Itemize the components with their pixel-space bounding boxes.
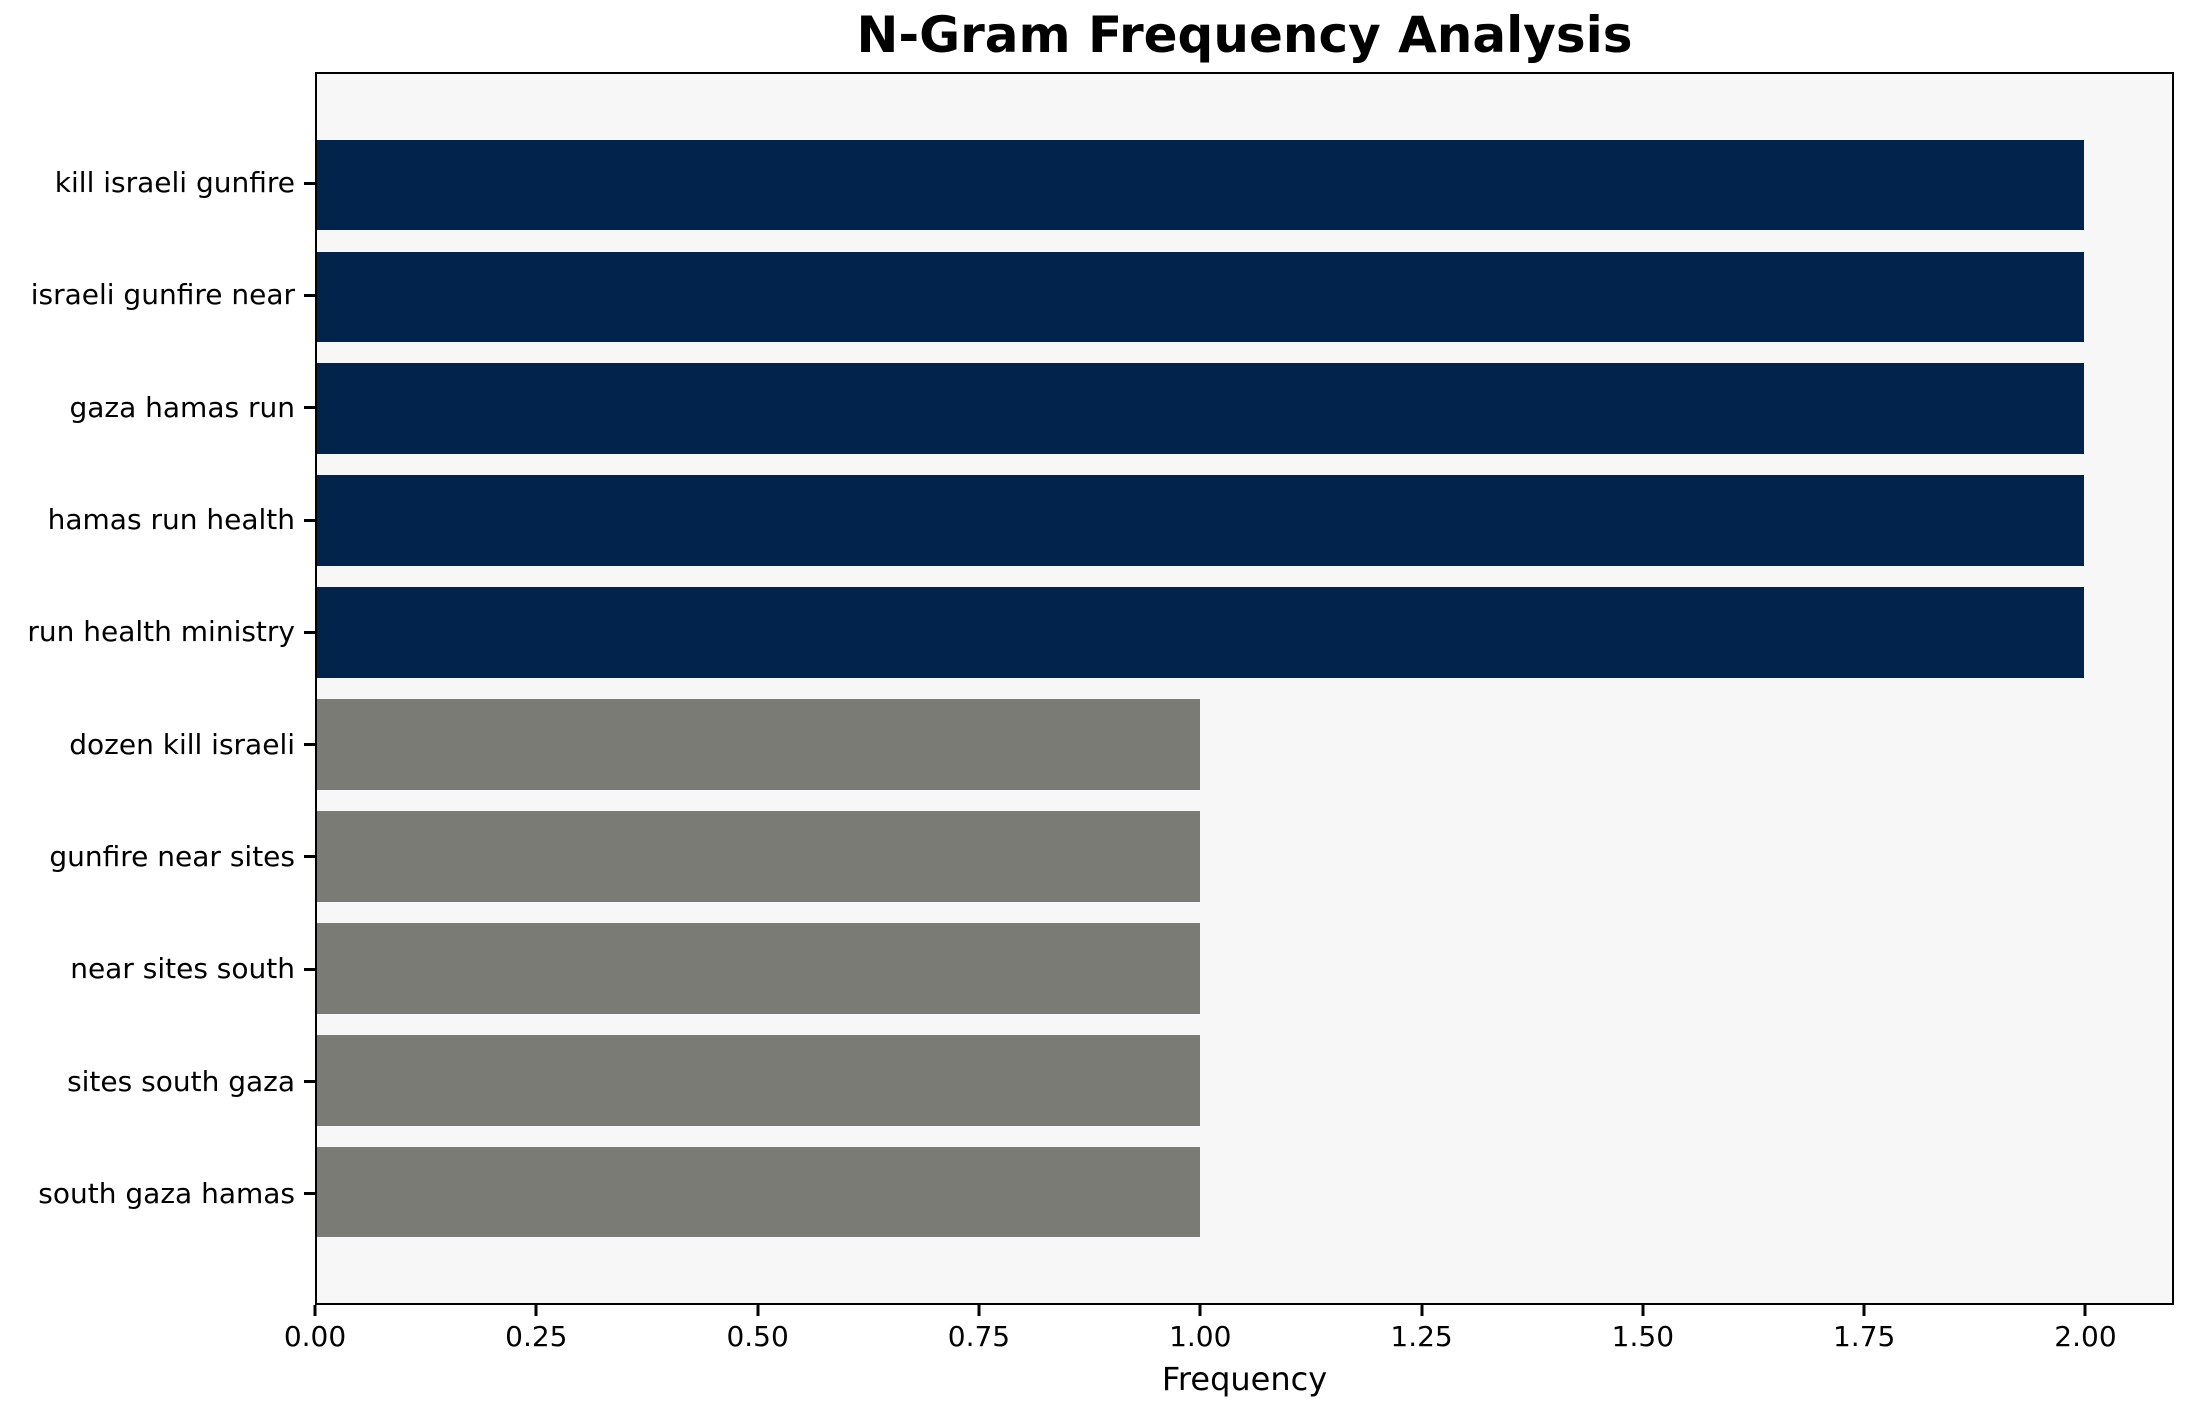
x-tick-label: 1.75 [1832,1320,1896,1353]
bar-row [317,129,2172,241]
x-tick-mark [313,1305,317,1316]
bar-row [317,577,2172,689]
x-tick-label: 0.75 [947,1320,1011,1353]
x-tick-label: 0.50 [726,1320,789,1353]
x-tick-mark [534,1305,538,1316]
y-tick-label: south gaza hamas [38,1176,295,1210]
x-tick-label: 1.50 [1611,1320,1675,1353]
x-tick-mark [1420,1305,1424,1316]
y-tick-mark [304,518,315,522]
y-tick-label: hamas run health [47,503,295,537]
y-tick-label: run health ministry [27,615,295,649]
y-tick-mark [304,181,315,185]
y-tick-label: sites south gaza [67,1064,295,1098]
x-tick-label: 1.00 [1169,1320,1232,1353]
y-tick-label: israeli gunfire near [30,278,295,312]
y-axis-row: israeli gunfire near [0,239,315,351]
y-tick-mark [304,855,315,859]
bar [317,251,2084,343]
bar-row [317,689,2172,801]
bar-row [317,912,2172,1024]
x-tick-mark [2083,1305,2087,1316]
chart-title: N-Gram Frequency Analysis [856,6,1633,64]
y-tick-mark [304,630,315,634]
y-tick-label: gaza hamas run [69,390,295,424]
bar-row [317,1024,2172,1136]
bar [317,139,2084,231]
x-axis-label: Frequency [1161,1360,1328,1398]
y-axis-row: gunfire near sites [0,801,315,913]
bar-row [317,1136,2172,1248]
bar [317,699,1201,790]
y-axis: kill israeli gunfire israeli gunfire near… [0,72,315,1305]
x-tick-mark [756,1305,760,1316]
y-tick-mark [304,1080,315,1084]
y-tick-mark [304,967,315,971]
bar [317,811,1201,902]
bar [317,1146,1201,1238]
y-tick-label: kill israeli gunfire [54,166,295,200]
bar-row [317,241,2172,353]
y-tick-label: near sites south [70,952,295,986]
bar [317,587,2084,678]
y-tick-mark [304,293,315,297]
y-axis-row: run health ministry [0,576,315,688]
x-tick-mark [1641,1305,1645,1316]
x-tick-mark [1198,1305,1202,1316]
x-tick-mark [977,1305,981,1316]
x-tick-label: 0.25 [505,1320,568,1353]
y-axis-row: sites south gaza [0,1025,315,1137]
bar [317,922,1201,1014]
y-axis-row: kill israeli gunfire [0,127,315,239]
y-tick-mark [304,1192,315,1196]
x-tick-label: 0.00 [283,1320,347,1353]
bar [317,1034,1201,1126]
bar-row [317,465,2172,577]
y-tick-mark [304,406,315,410]
bar-row [317,800,2172,912]
y-tick-label: dozen kill israeli [69,727,295,761]
bar-row [317,353,2172,465]
y-tick-mark [304,743,315,747]
x-tick-label: 2.00 [2054,1320,2117,1353]
y-tick-label: gunfire near sites [49,839,295,873]
x-axis: 0.00 0.25 0.50 0.75 1.00 1.25 1.50 1.75 2.00 [284,1305,2174,1375]
y-axis-row: near sites south [0,913,315,1025]
plot-area [315,72,2174,1305]
y-axis-row: gaza hamas run [0,352,315,464]
y-axis-row: hamas run health [0,464,315,576]
x-tick-mark [1862,1305,1866,1316]
bar [317,475,2084,566]
y-axis-row: south gaza hamas [0,1138,315,1250]
bar [317,363,2084,455]
x-tick-label: 1.25 [1390,1320,1453,1353]
y-axis-row: dozen kill israeli [0,688,315,800]
